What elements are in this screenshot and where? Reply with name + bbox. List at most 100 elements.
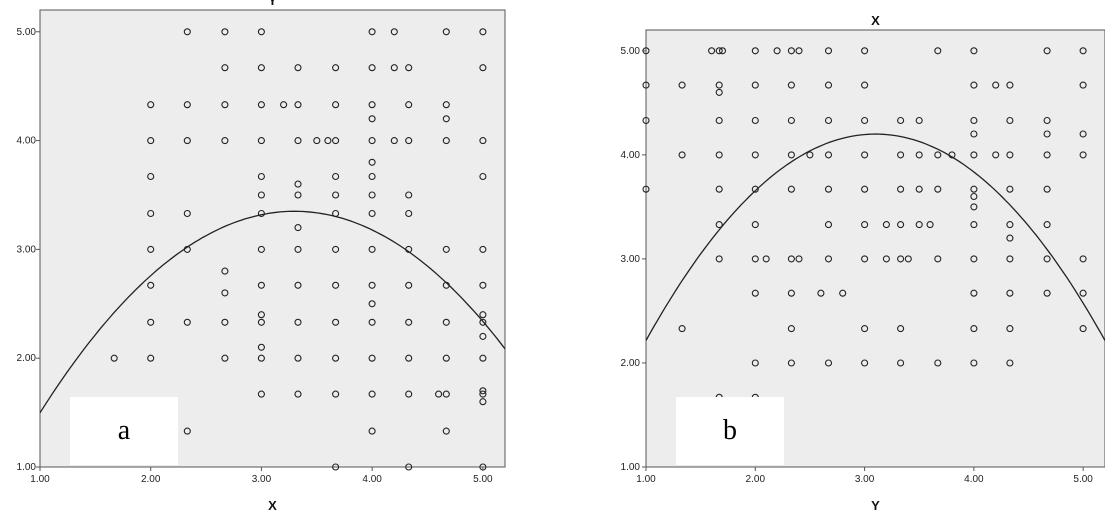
data-point bbox=[405, 191, 413, 199]
data-point bbox=[479, 390, 487, 398]
data-point bbox=[824, 359, 833, 367]
data-point bbox=[368, 172, 376, 181]
data-point bbox=[479, 354, 487, 362]
panel-label-box bbox=[70, 397, 178, 465]
data-point bbox=[861, 151, 869, 159]
data-point bbox=[442, 101, 450, 109]
data-point bbox=[479, 311, 487, 319]
data-point bbox=[678, 81, 686, 89]
data-point bbox=[787, 81, 795, 89]
data-point bbox=[1043, 221, 1051, 229]
data-point bbox=[715, 185, 723, 193]
data-point bbox=[313, 137, 321, 145]
data-point bbox=[773, 47, 781, 55]
data-point bbox=[970, 192, 978, 201]
data-point bbox=[257, 209, 265, 218]
y-tick-label: 2.00 bbox=[17, 353, 37, 364]
data-point bbox=[970, 325, 978, 333]
data-point bbox=[751, 47, 759, 55]
data-point bbox=[787, 289, 795, 297]
data-point bbox=[294, 180, 302, 188]
data-point bbox=[934, 359, 942, 367]
data-point bbox=[183, 209, 191, 218]
data-point bbox=[678, 325, 686, 333]
data-point bbox=[221, 137, 229, 145]
data-point bbox=[147, 101, 155, 109]
data-point bbox=[110, 354, 118, 362]
data-point bbox=[787, 151, 795, 159]
data-point bbox=[368, 115, 376, 123]
data-point bbox=[915, 116, 923, 125]
data-point bbox=[642, 116, 650, 125]
x-tick-label: 1.00 bbox=[636, 474, 656, 485]
data-point bbox=[861, 325, 869, 333]
y-tick-label: 4.00 bbox=[17, 136, 37, 147]
data-point bbox=[715, 255, 723, 263]
data-point bbox=[824, 47, 833, 55]
data-point bbox=[934, 255, 942, 263]
data-point bbox=[861, 185, 869, 193]
data-point bbox=[970, 116, 978, 125]
data-point bbox=[257, 245, 265, 253]
data-point bbox=[926, 221, 934, 229]
data-point bbox=[970, 359, 978, 367]
data-point bbox=[751, 116, 759, 125]
data-point bbox=[970, 289, 978, 297]
data-point bbox=[257, 343, 265, 351]
data-point bbox=[897, 151, 905, 159]
data-point bbox=[1043, 289, 1051, 297]
y-tick-label: 5.00 bbox=[621, 46, 641, 57]
data-point bbox=[147, 137, 155, 145]
data-point bbox=[368, 245, 376, 253]
data-point bbox=[405, 101, 413, 109]
data-point bbox=[751, 81, 759, 89]
data-point bbox=[405, 281, 413, 289]
x-tick-label: 5.00 bbox=[1073, 474, 1093, 485]
data-point bbox=[897, 185, 905, 193]
data-point bbox=[368, 209, 376, 218]
data-point bbox=[280, 101, 288, 109]
data-point bbox=[861, 47, 869, 55]
data-point bbox=[294, 224, 302, 232]
y-tick-label: 3.00 bbox=[17, 244, 37, 255]
data-point bbox=[442, 318, 450, 326]
top-axis-label: X bbox=[871, 13, 880, 28]
data-point bbox=[678, 151, 686, 159]
data-point bbox=[368, 318, 376, 326]
data-point bbox=[882, 255, 890, 263]
data-point bbox=[787, 116, 795, 125]
data-point bbox=[405, 463, 413, 471]
data-point bbox=[1006, 325, 1014, 333]
data-point bbox=[257, 281, 265, 289]
data-point bbox=[221, 289, 229, 297]
data-point bbox=[751, 255, 759, 263]
data-point bbox=[257, 354, 265, 362]
data-point bbox=[824, 151, 833, 159]
data-point bbox=[1006, 81, 1014, 89]
data-point bbox=[332, 245, 340, 253]
data-point bbox=[915, 221, 923, 229]
data-point bbox=[795, 47, 803, 55]
data-point bbox=[861, 221, 869, 229]
data-point bbox=[1079, 47, 1087, 55]
data-point bbox=[147, 354, 155, 362]
data-point bbox=[642, 185, 650, 193]
data-point bbox=[368, 28, 376, 36]
data-point bbox=[442, 245, 450, 253]
data-point bbox=[824, 255, 833, 263]
data-point bbox=[332, 281, 340, 289]
data-point bbox=[183, 318, 191, 326]
data-point bbox=[332, 64, 340, 72]
data-point bbox=[221, 101, 229, 109]
data-point bbox=[147, 318, 155, 326]
data-point bbox=[861, 81, 869, 89]
data-point bbox=[751, 151, 759, 159]
data-point bbox=[897, 359, 905, 367]
panel-label: a bbox=[118, 415, 131, 446]
data-point bbox=[257, 28, 265, 36]
data-point bbox=[405, 209, 413, 218]
data-point bbox=[368, 300, 376, 308]
data-point bbox=[1006, 185, 1014, 193]
data-point bbox=[787, 185, 795, 193]
